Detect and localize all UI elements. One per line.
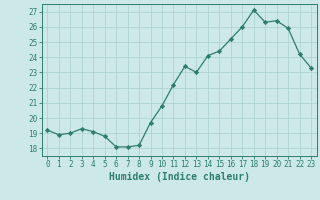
X-axis label: Humidex (Indice chaleur): Humidex (Indice chaleur) — [109, 172, 250, 182]
